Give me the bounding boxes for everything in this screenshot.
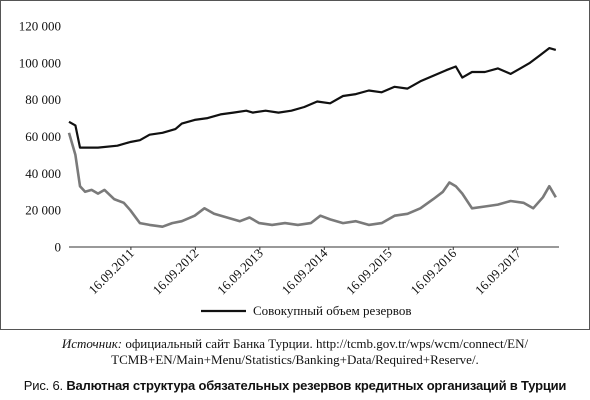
series-line-fx-reserves [67, 132, 557, 228]
x-tick-label: 16.09.2015 [343, 246, 395, 298]
caption-title: Валютная структура обязательных резервов… [66, 378, 567, 393]
y-tick-label: 40 000 [25, 166, 61, 181]
source-text-line2: TCMB+EN/Main+Menu/Statistics/Banking+Dat… [111, 352, 479, 367]
source-text-line1: официальный сайт Банка Турции. http://tc… [125, 336, 529, 351]
y-tick-label: 0 [55, 240, 62, 255]
x-tick-label: 16.09.2011 [85, 246, 137, 298]
series-line-total-reserves [68, 47, 557, 149]
x-tick-label: 16.09.2012 [150, 246, 202, 298]
y-tick-label: 120 000 [19, 19, 61, 34]
caption-number: Рис. 6. [23, 378, 63, 393]
x-tick-label: 16.09.2014 [278, 245, 330, 297]
y-tick-label: 60 000 [25, 129, 61, 144]
x-tick-label: 16.09.2016 [407, 245, 459, 297]
x-tick-label: 16.09.2017 [472, 245, 524, 297]
y-tick-label: 100 000 [19, 55, 61, 70]
x-tick-label: 16.09.2013 [214, 246, 266, 298]
source-label: Источник: [61, 336, 123, 351]
source-note: Источник: официальный сайт Банка Турции.… [0, 336, 590, 368]
y-tick-label: 20 000 [25, 203, 61, 218]
line-chart: 0 20 000 40 000 60 000 80 000 100 000 120 000 1… [19, 19, 559, 318]
legend-label: Совокупный объем резервов [253, 303, 412, 318]
chart-frame: 0 20 000 40 000 60 000 80 000 100 000 120 000 1… [0, 0, 590, 330]
figure-caption: Рис. 6. Валютная структура обязательных … [0, 378, 590, 393]
y-tick-label: 80 000 [25, 92, 61, 107]
